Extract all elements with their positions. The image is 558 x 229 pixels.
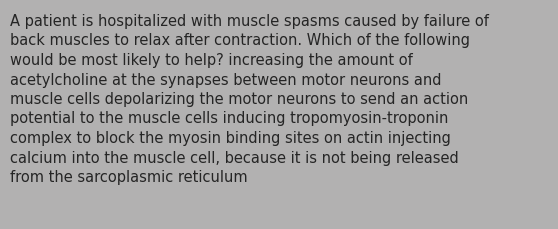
Text: back muscles to relax after contraction. Which of the following: back muscles to relax after contraction.… [10,33,470,48]
Text: A patient is hospitalized with muscle spasms caused by failure of: A patient is hospitalized with muscle sp… [10,14,489,29]
Text: muscle cells depolarizing the motor neurons to send an action: muscle cells depolarizing the motor neur… [10,92,468,106]
Text: complex to block the myosin binding sites on actin injecting: complex to block the myosin binding site… [10,131,451,145]
Text: acetylcholine at the synapses between motor neurons and: acetylcholine at the synapses between mo… [10,72,441,87]
Text: would be most likely to help? increasing the amount of: would be most likely to help? increasing… [10,53,413,68]
Text: from the sarcoplasmic reticulum: from the sarcoplasmic reticulum [10,169,248,184]
Text: potential to the muscle cells inducing tropomyosin-troponin: potential to the muscle cells inducing t… [10,111,449,126]
Text: calcium into the muscle cell, because it is not being released: calcium into the muscle cell, because it… [10,150,459,165]
